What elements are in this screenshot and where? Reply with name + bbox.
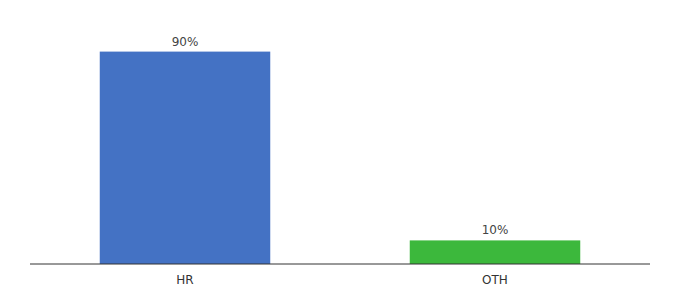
x-tick-label: HR <box>176 273 193 287</box>
data-label: 10% <box>482 223 509 237</box>
x-tick-label: OTH <box>482 273 508 287</box>
chart: 90% 10% HR OTH <box>0 0 680 300</box>
bar <box>410 240 581 264</box>
data-label: 90% <box>172 35 199 49</box>
bars <box>100 52 581 264</box>
chart-container: 90% 10% HR OTH <box>0 0 680 300</box>
x-axis-line <box>30 264 650 265</box>
bar <box>100 52 271 264</box>
